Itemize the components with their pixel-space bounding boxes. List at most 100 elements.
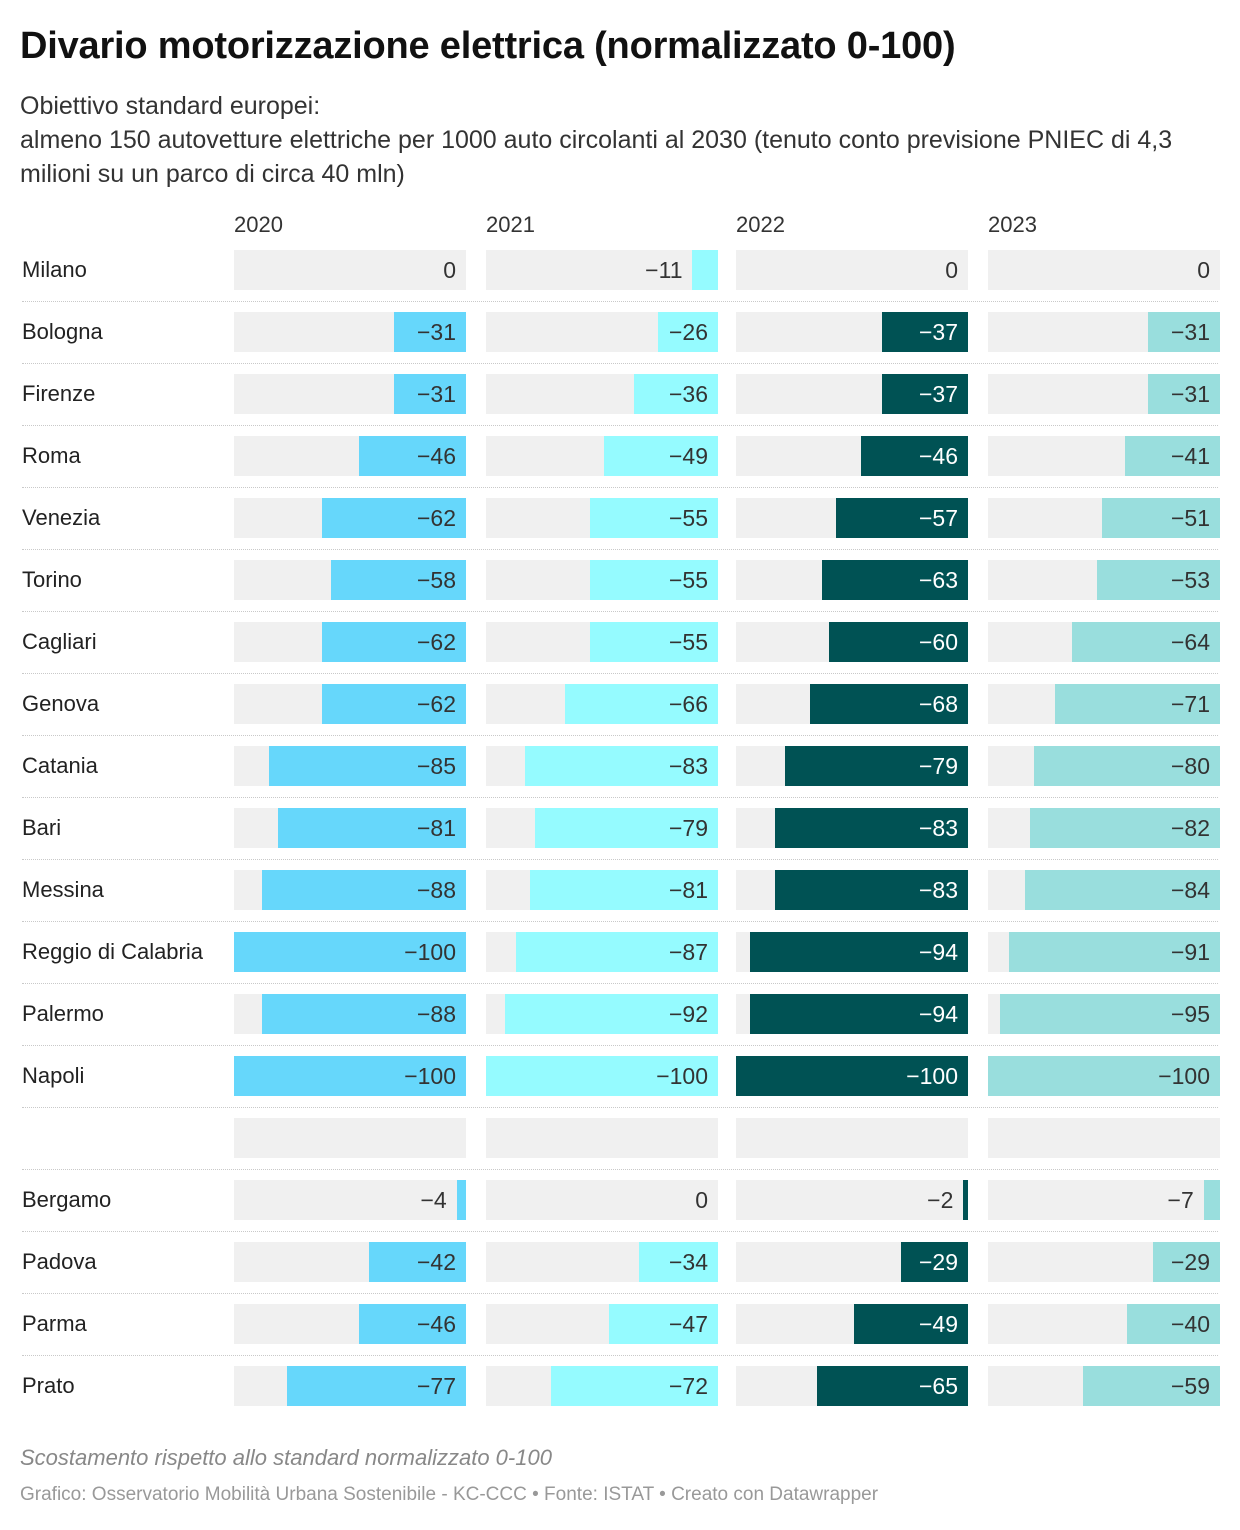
data-label: −65 [918,1373,958,1399]
data-label: −64 [1170,629,1210,655]
bar-track: −42 [234,1242,466,1282]
data-label: −4 [420,1187,447,1213]
bar-track: −60 [736,622,968,662]
bar [550,1366,718,1406]
data-label: −53 [1170,567,1210,593]
row-separator [22,735,1218,736]
row-label: Messina [22,877,104,902]
data-label: −72 [668,1373,708,1399]
data-label: −36 [668,381,708,407]
row-separator [22,425,1218,426]
data-label: −62 [416,505,456,531]
bar [534,808,718,848]
bar [1203,1180,1220,1220]
row-separator [22,797,1218,798]
data-label: −91 [1170,939,1210,965]
row-separator [22,1355,1218,1356]
data-label: −31 [416,381,456,407]
bar [322,684,466,724]
bar [604,436,718,476]
bar-track: −81 [234,808,466,848]
bar-track: −83 [736,808,968,848]
data-label: −29 [1170,1249,1210,1275]
row-label: Bergamo [22,1187,112,1212]
data-label: −51 [1170,505,1210,531]
bar [1101,498,1220,538]
data-label: −100 [906,1063,958,1089]
data-label: −77 [416,1373,456,1399]
bar-track: −94 [736,932,968,972]
bar [1152,1242,1220,1282]
bar [692,250,718,290]
bar-track: −87 [486,932,718,972]
data-label: −42 [416,1249,456,1275]
data-label: −85 [416,753,456,779]
data-label: −100 [404,1063,456,1089]
data-label: −47 [668,1311,708,1337]
bar [516,932,718,972]
data-label: 0 [695,1187,708,1213]
bar-track: −66 [486,684,718,724]
bar-track: −49 [736,1304,968,1344]
row-separator [22,549,1218,550]
row-label: Roma [22,443,81,468]
row-label: Bari [22,815,62,840]
bar [775,808,968,848]
bar-track: −88 [234,994,466,1034]
bar [331,560,466,600]
row-label: Catania [22,753,98,778]
data-label: −79 [918,753,958,779]
row-separator [22,673,1218,674]
bar [828,622,968,662]
data-label: −66 [668,691,708,717]
column-header-2022: 2022 [736,212,785,237]
bar [900,1242,968,1282]
bar-track: −40 [988,1304,1220,1344]
data-label: 0 [443,257,456,283]
bar-track: −55 [486,622,718,662]
data-label: −100 [1158,1063,1210,1089]
bar-track: −72 [486,1366,718,1406]
data-label: −46 [416,443,456,469]
bar [1127,1304,1220,1344]
bar [456,1180,466,1220]
row-separator [22,301,1218,302]
bar-track: −51 [988,498,1220,538]
data-label: −88 [416,877,456,903]
row-separator [22,1169,1218,1170]
bar-track: −91 [988,932,1220,972]
bar-track [234,1118,466,1158]
bar [749,994,968,1034]
chart-footnote: Scostamento rispetto allo standard norma… [20,1445,552,1470]
bar-track: −2 [736,1180,968,1220]
bar-track: −100 [234,1056,466,1096]
data-label: −71 [1170,691,1210,717]
data-label: −87 [668,939,708,965]
bar [564,684,718,724]
data-label: −81 [668,877,708,903]
bar-track: −31 [988,312,1220,352]
row-label: Napoli [22,1063,85,1088]
bar [634,374,718,414]
data-label: −31 [416,319,456,345]
data-label: −88 [416,1001,456,1027]
bar [736,1056,968,1096]
bar-track: 0 [486,1180,718,1220]
row-label: Torino [22,567,82,592]
data-label: −55 [668,629,708,655]
bar [590,498,718,538]
bar [261,870,466,910]
bar-track: −41 [988,436,1220,476]
bar [1071,622,1220,662]
bar-track: −100 [736,1056,968,1096]
bar [861,436,968,476]
bar [1124,436,1220,476]
bar [999,994,1220,1034]
bar [1097,560,1220,600]
data-label: −37 [918,381,958,407]
bar-track: −95 [988,994,1220,1034]
data-label: −2 [927,1187,954,1213]
bar-track: −62 [234,498,466,538]
data-label: −81 [416,815,456,841]
bar-track: −55 [486,498,718,538]
